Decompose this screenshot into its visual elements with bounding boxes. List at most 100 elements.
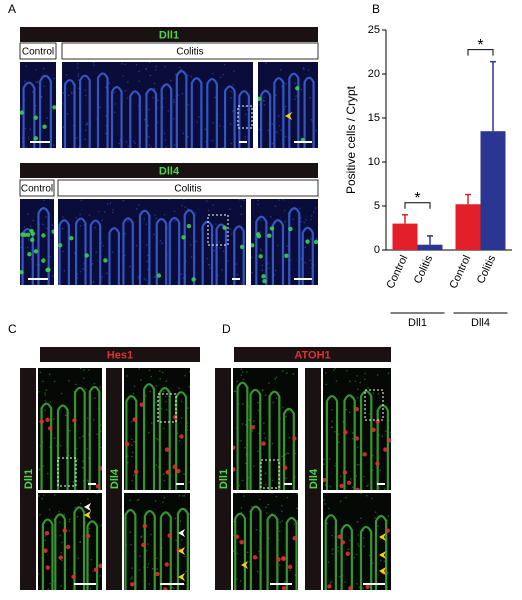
speckle bbox=[138, 203, 140, 206]
speckle bbox=[149, 390, 151, 393]
speckle bbox=[233, 520, 235, 523]
crypt bbox=[288, 72, 300, 148]
speckle bbox=[53, 437, 56, 439]
speckle bbox=[79, 213, 81, 216]
speckle bbox=[146, 566, 149, 568]
marker-cell bbox=[156, 273, 162, 278]
speckle bbox=[108, 278, 111, 280]
speckle bbox=[143, 118, 146, 121]
speckle bbox=[127, 81, 129, 83]
speckle bbox=[286, 245, 288, 247]
marker-cell bbox=[165, 470, 170, 475]
speckle bbox=[44, 392, 46, 394]
marker-cell bbox=[345, 551, 350, 556]
speckle bbox=[180, 400, 183, 403]
speckle bbox=[184, 374, 186, 377]
speckle bbox=[387, 515, 390, 517]
speckle bbox=[187, 135, 189, 138]
speckle bbox=[181, 204, 183, 207]
speckle bbox=[108, 82, 111, 84]
label-bar bbox=[215, 368, 231, 590]
speckle bbox=[38, 223, 40, 226]
crypt bbox=[255, 215, 268, 285]
speckle bbox=[367, 387, 370, 389]
speckle bbox=[143, 424, 146, 427]
speckle bbox=[99, 575, 101, 577]
speckle bbox=[345, 369, 348, 372]
speckle bbox=[20, 246, 22, 249]
speckle bbox=[341, 575, 344, 577]
marker-cell bbox=[346, 480, 352, 486]
speckle bbox=[357, 533, 359, 536]
speckle bbox=[311, 262, 313, 265]
speckle bbox=[49, 446, 51, 448]
crypt bbox=[129, 90, 141, 148]
speckle bbox=[207, 209, 210, 212]
significance-bracket bbox=[467, 49, 494, 56]
speckle bbox=[163, 479, 166, 482]
speckle bbox=[374, 517, 376, 519]
group-label: Dll4 bbox=[471, 317, 490, 329]
speckle bbox=[68, 274, 71, 276]
speckle bbox=[81, 460, 84, 463]
speckle bbox=[156, 106, 158, 109]
speckle bbox=[261, 264, 264, 267]
speckle bbox=[342, 421, 344, 423]
speckle bbox=[350, 478, 352, 480]
speckle bbox=[267, 503, 269, 506]
speckle bbox=[324, 503, 326, 505]
arrowhead bbox=[178, 573, 185, 581]
speckle bbox=[148, 108, 150, 111]
speckle bbox=[259, 231, 261, 233]
speckle bbox=[266, 512, 268, 514]
speckle bbox=[93, 62, 95, 64]
speckle bbox=[130, 438, 133, 441]
speckle bbox=[44, 403, 46, 406]
speckle bbox=[107, 106, 110, 108]
label-bar bbox=[40, 347, 200, 362]
speckle bbox=[108, 283, 111, 285]
marker-cell bbox=[233, 467, 236, 472]
speckle bbox=[370, 444, 373, 447]
speckle bbox=[309, 238, 312, 240]
speckle bbox=[44, 535, 47, 537]
speckle bbox=[92, 281, 95, 283]
marker-cell bbox=[262, 279, 267, 284]
marker-cell bbox=[71, 574, 76, 580]
speckle bbox=[299, 216, 302, 219]
speckle bbox=[173, 99, 175, 101]
speckle bbox=[285, 477, 288, 479]
speckle bbox=[67, 461, 69, 464]
speckle bbox=[161, 371, 164, 374]
speckle bbox=[68, 379, 70, 382]
speckle bbox=[108, 280, 110, 283]
marker-cell bbox=[132, 417, 137, 422]
speckle bbox=[281, 520, 284, 522]
speckle bbox=[379, 559, 382, 562]
bar bbox=[455, 204, 481, 250]
marker-cell bbox=[72, 418, 77, 423]
speckle bbox=[219, 247, 221, 249]
speckle bbox=[296, 493, 298, 495]
speckle bbox=[356, 446, 359, 448]
speckle bbox=[378, 434, 380, 437]
speckle bbox=[360, 517, 362, 520]
marker-cell bbox=[339, 483, 344, 489]
marker-cell bbox=[239, 539, 244, 545]
marker-cell bbox=[133, 469, 139, 475]
speckle bbox=[371, 454, 374, 457]
speckle bbox=[195, 240, 198, 243]
speckle bbox=[263, 103, 266, 106]
speckle bbox=[187, 407, 189, 409]
speckle bbox=[165, 400, 167, 403]
speckle bbox=[334, 368, 336, 370]
speckle bbox=[243, 495, 245, 497]
speckle bbox=[68, 518, 71, 520]
speckle bbox=[87, 369, 90, 371]
speckle bbox=[158, 459, 160, 462]
label-text: Dll1 bbox=[23, 469, 35, 489]
speckle bbox=[325, 372, 327, 374]
speckle bbox=[138, 80, 141, 82]
speckle bbox=[83, 521, 86, 524]
